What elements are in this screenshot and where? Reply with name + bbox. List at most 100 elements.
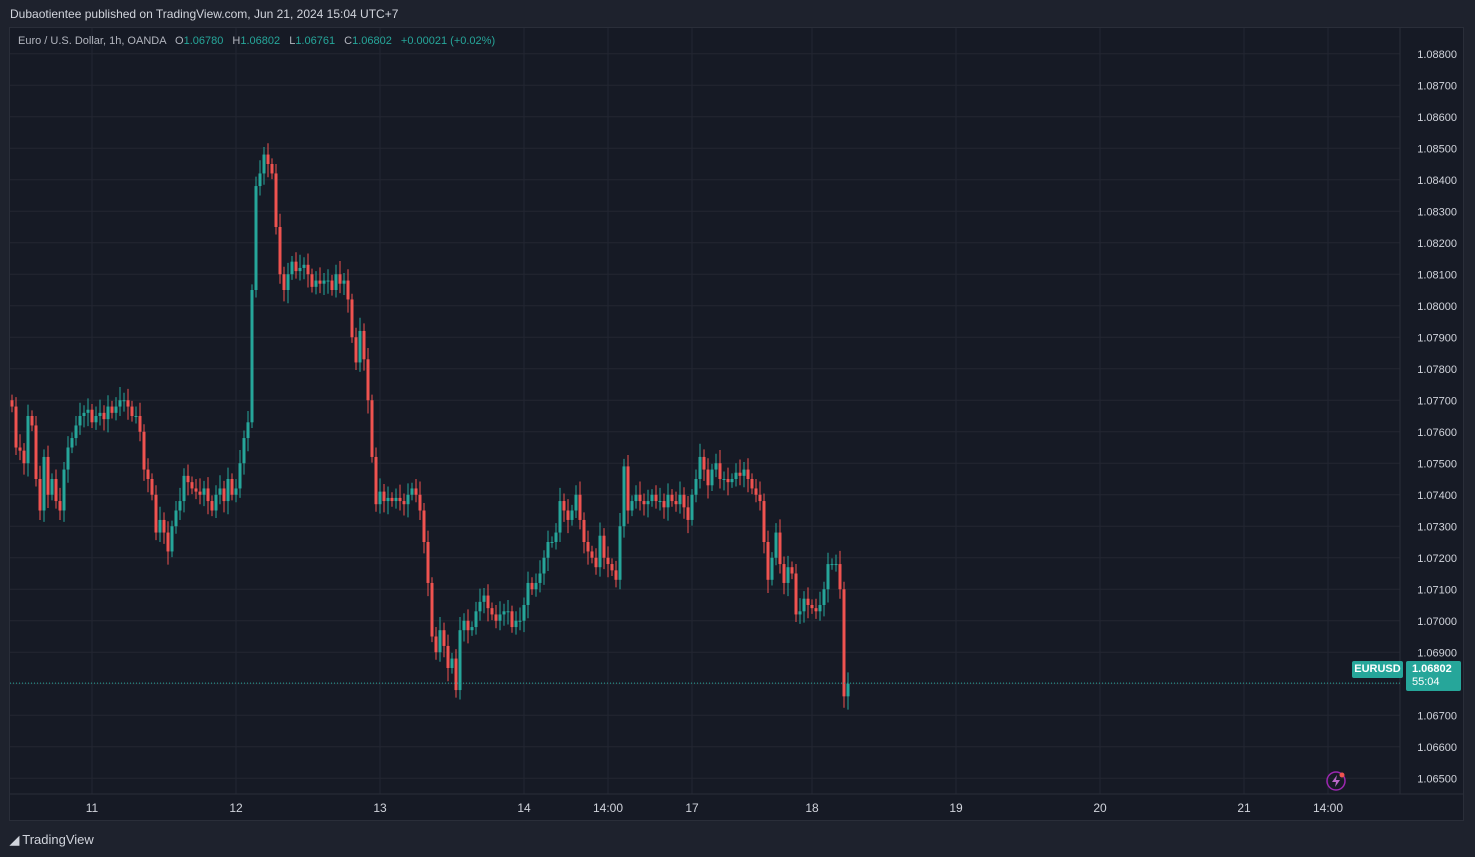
price-badge: 1.06802 55:04: [1406, 661, 1461, 691]
published-line: Dubaotientee published on TradingView.co…: [10, 7, 399, 21]
candle-body: [286, 274, 290, 290]
candle-body: [262, 154, 266, 174]
price-badge-countdown: 55:04: [1412, 676, 1440, 688]
y-tick-label: 1.08800: [1417, 49, 1457, 61]
candle-body: [758, 494, 762, 502]
candle-body: [834, 564, 838, 566]
candle-body: [750, 479, 754, 489]
candle-body: [774, 532, 778, 558]
candle-body: [714, 463, 718, 470]
candle-body: [102, 412, 106, 420]
y-tick-label: 1.08300: [1417, 206, 1457, 218]
candle-body: [410, 488, 414, 495]
candle-body: [782, 564, 786, 583]
candle-body: [666, 494, 670, 508]
candle-body: [542, 557, 546, 574]
candle-body: [726, 479, 730, 483]
y-tick-label: 1.08400: [1417, 175, 1457, 187]
y-tick-label: 1.07300: [1417, 521, 1457, 533]
candle-body: [482, 595, 486, 602]
candle-body: [190, 482, 194, 489]
candle-body: [442, 630, 446, 646]
candle-body: [382, 491, 386, 502]
candle-body: [10, 400, 14, 407]
candle-body: [178, 501, 182, 511]
candle-body: [586, 542, 590, 552]
candle-body: [622, 466, 626, 527]
candle-body: [82, 412, 86, 416]
x-tick-label: 20: [1093, 801, 1107, 815]
candle-body: [450, 658, 454, 668]
candle-body: [338, 274, 342, 284]
candlestick-chart[interactable]: 1.08800 1.08700 1.08600 1.08500 1.08400 1.083…: [10, 28, 1463, 820]
candle-body: [34, 425, 38, 479]
candle-body: [786, 567, 790, 583]
candle-body: [746, 469, 750, 479]
symbol-badge: EURUSD: [1352, 661, 1403, 678]
candle-body: [234, 488, 238, 495]
candle-body: [90, 409, 94, 423]
y-tick-label: 1.08200: [1417, 238, 1457, 250]
candle-body: [150, 479, 154, 495]
y-tick-label: 1.07400: [1417, 490, 1457, 502]
candle-body: [734, 472, 738, 479]
candle-body: [358, 330, 362, 363]
legend-high-label: H: [232, 35, 241, 47]
candle-body: [418, 494, 422, 511]
candle-body: [406, 494, 410, 505]
candle-body: [838, 564, 842, 590]
chart-panel[interactable]: 1.08800 1.08700 1.08600 1.08500 1.08400 1.083…: [9, 27, 1464, 821]
candle-body: [126, 400, 130, 407]
candle-body: [354, 337, 358, 363]
candle-body: [58, 501, 62, 511]
candle-body: [534, 582, 538, 590]
candle-body: [362, 330, 366, 360]
candle-body: [46, 456, 50, 495]
candle-body: [814, 608, 818, 612]
price-badge-value: 1.06802: [1412, 663, 1452, 675]
candle-body: [806, 598, 810, 605]
candle-body: [706, 469, 710, 486]
candle-body: [14, 406, 18, 448]
candle-body: [426, 542, 430, 583]
candle-body: [98, 412, 102, 416]
candle-body: [718, 463, 722, 479]
candle-body: [602, 535, 606, 558]
legend-open-value: 1.06780: [183, 35, 224, 47]
candle-body: [198, 491, 202, 495]
candle-body: [486, 595, 490, 609]
candle-body: [694, 479, 698, 495]
candle-body: [658, 501, 662, 503]
candle-body: [462, 620, 466, 631]
footer-brand[interactable]: ◢ TradingView: [10, 832, 94, 847]
candle-body: [54, 479, 58, 502]
candle-body: [74, 425, 78, 439]
legend-change: +0.00021 (+0.02%): [400, 35, 496, 47]
candle-body: [142, 431, 146, 470]
candle-body: [254, 186, 258, 290]
candle-body: [790, 567, 794, 574]
legend-low-value: 1.06761: [295, 35, 336, 47]
y-tick-label: 1.06600: [1417, 742, 1457, 754]
candle-body: [478, 601, 482, 612]
candle-body: [570, 510, 574, 520]
x-tick-label: 14: [517, 801, 531, 815]
candle-body: [386, 497, 390, 502]
candle-body: [446, 645, 450, 668]
candle-body: [398, 497, 402, 502]
candle-body: [518, 620, 522, 622]
candle-body: [86, 409, 90, 413]
candle-body: [62, 469, 66, 511]
candle-body: [374, 456, 378, 505]
candle-body: [670, 494, 674, 502]
x-tick-label: 14:00: [593, 801, 623, 815]
lightning-icon[interactable]: [1325, 770, 1347, 792]
candle-body: [326, 280, 330, 282]
candle-body: [682, 494, 686, 508]
candle-body: [598, 535, 602, 568]
candle-body: [794, 573, 798, 615]
y-tick-label: 1.08100: [1417, 269, 1457, 281]
candle-body: [578, 494, 582, 520]
candle-body: [626, 466, 630, 511]
y-tick-label: 1.08500: [1417, 143, 1457, 155]
